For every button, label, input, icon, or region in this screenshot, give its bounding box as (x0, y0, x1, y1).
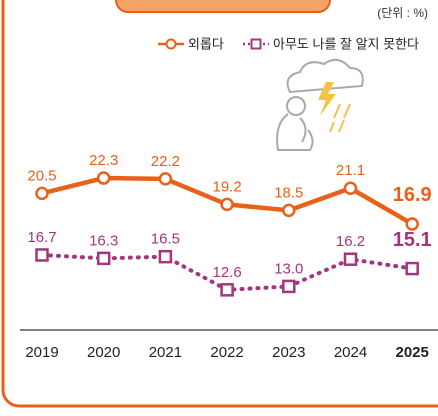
data-label: 20.5 (27, 167, 56, 184)
legend-label: 아무도 나를 잘 알지 못한다 (273, 36, 419, 51)
point (158, 249, 173, 264)
point (158, 172, 173, 186)
data-label: 22.2 (151, 153, 180, 170)
data-label: 15.1 (393, 229, 432, 251)
legend-label: 외롭다 (188, 36, 224, 51)
legend-marker (250, 38, 262, 50)
data-label: 16.2 (336, 233, 365, 250)
x-tick-label: 2019 (25, 344, 58, 361)
data-label: 16.7 (27, 229, 56, 246)
illustration (276, 58, 364, 151)
point (220, 197, 234, 212)
x-tick-label: 2025 (396, 344, 429, 361)
x-tick-label: 2024 (334, 344, 367, 361)
data-label: 16.3 (89, 232, 118, 249)
point (343, 181, 358, 195)
data-label: 18.5 (274, 184, 303, 201)
frame (1, 0, 438, 408)
unit-label: (단위 : %) (377, 6, 428, 20)
x-tick-label: 2020 (87, 344, 120, 361)
x-tick-label: 2022 (210, 344, 243, 361)
point (35, 186, 49, 201)
point (405, 261, 419, 276)
data-label: 16.9 (393, 184, 432, 206)
title-tab (115, 0, 331, 13)
data-label: 19.2 (212, 178, 241, 195)
x-tick-label: 2023 (272, 344, 305, 361)
data-label: 16.5 (151, 231, 180, 248)
point (96, 171, 111, 185)
point (35, 248, 49, 262)
point (282, 203, 296, 218)
legend-marker (165, 38, 177, 50)
point (220, 283, 234, 297)
data-label: 12.6 (212, 264, 241, 281)
data-label: 13.0 (274, 260, 303, 277)
x-tick-label: 2021 (149, 344, 182, 361)
data-label: 22.3 (89, 152, 118, 169)
point (96, 251, 111, 266)
point (282, 279, 296, 294)
data-label: 21.1 (336, 162, 365, 179)
point (343, 252, 358, 266)
point (405, 217, 419, 231)
